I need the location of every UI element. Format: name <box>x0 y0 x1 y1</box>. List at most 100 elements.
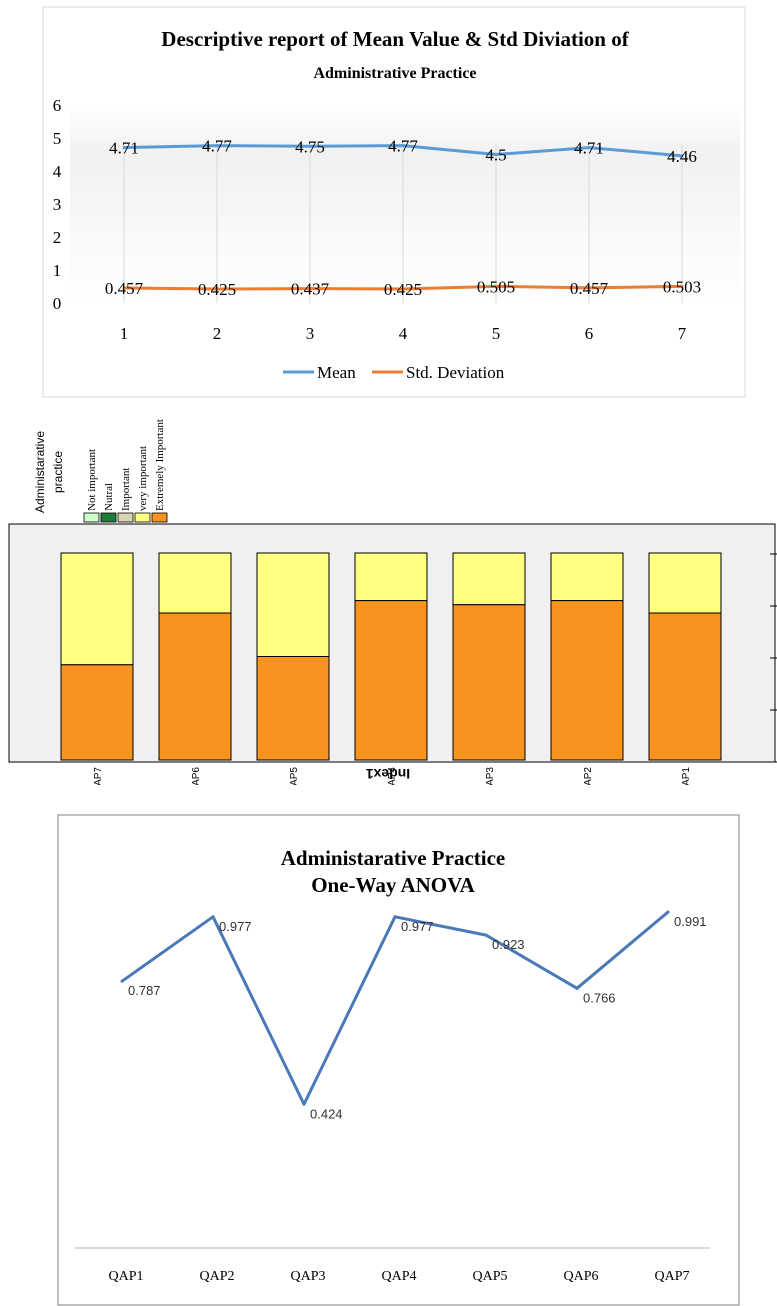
anova-point <box>575 986 579 990</box>
mean-point <box>680 154 684 158</box>
chart3-title: Administarative Practice <box>281 846 506 870</box>
std-deviation-data-label: 0.437 <box>291 280 330 299</box>
legend-entry-label: Nutral <box>103 483 115 511</box>
bar-segment-extremely-important <box>256 656 330 761</box>
anova-point <box>120 979 124 983</box>
chart1-x-tick: 1 <box>120 324 129 343</box>
anova-data-label: 0.787 <box>128 983 161 998</box>
mean-point <box>587 146 591 150</box>
bar-segment-very-important <box>550 552 624 602</box>
anova-point <box>484 933 488 937</box>
bar-segment-extremely-important <box>60 664 134 761</box>
chart1-title: Descriptive report of Mean Value & Std D… <box>161 27 629 51</box>
std-deviation-data-label: 0.425 <box>198 280 236 299</box>
bar-segment-very-important <box>354 552 428 602</box>
std-deviation-point <box>122 286 126 290</box>
bar-segment-very-important <box>158 552 232 614</box>
chart2-legend: Administarative practice Not important Nut… <box>33 419 168 523</box>
chart1-x-tick: 6 <box>585 324 594 343</box>
legend-swatch <box>100 512 117 523</box>
chart1-legend: Mean Std. Deviation <box>283 363 505 382</box>
std-deviation-data-label: 0.425 <box>384 280 422 299</box>
chart3-subtitle: One-Way ANOVA <box>311 873 475 897</box>
legend-std-label: Std. Deviation <box>406 363 505 382</box>
mean-point <box>215 144 219 148</box>
mean-point <box>308 144 312 148</box>
mean-data-label: 4.77 <box>388 137 418 156</box>
chart3-x-tick: QAP5 <box>472 1269 507 1284</box>
chart1-y-tick: 2 <box>53 228 62 247</box>
legend-title-line1: Administarative <box>33 431 47 513</box>
chart3-x-tick: QAP6 <box>563 1269 598 1284</box>
chart3-x-tick: QAP3 <box>290 1269 325 1284</box>
chart1-x-tick: 2 <box>213 324 222 343</box>
chart3-border <box>57 814 740 1306</box>
mean-data-label: 4.71 <box>109 139 139 158</box>
std-deviation-data-label: 0.457 <box>570 279 609 298</box>
chart1-y-tick: 6 <box>53 96 62 115</box>
chart1-plot-area <box>70 105 740 305</box>
chart2-x-tick: QAP1 <box>681 767 692 785</box>
mean-data-label: 4.75 <box>295 137 325 156</box>
legend-swatch <box>151 512 168 523</box>
chart1-x-tick: 5 <box>492 324 501 343</box>
std-deviation-point <box>587 286 591 290</box>
bar-segment-extremely-important <box>550 600 624 761</box>
std-deviation-data-label: 0.503 <box>663 277 701 296</box>
bar-segment-extremely-important <box>354 600 428 761</box>
chart1-x-tick: 3 <box>306 324 315 343</box>
bar-segment-extremely-important <box>158 612 232 761</box>
chart3-x-tick: QAP4 <box>381 1269 416 1284</box>
std-deviation-data-label: 0.457 <box>105 279 144 298</box>
std-deviation-point <box>308 287 312 291</box>
chart1-y-tick: 4 <box>53 162 62 181</box>
chart1-x-tick: 7 <box>678 324 687 343</box>
std-deviation-data-label: 0.505 <box>477 277 515 296</box>
mean-data-label: 4.5 <box>485 146 506 165</box>
anova-point <box>211 915 215 919</box>
chart1-y-tick: 5 <box>53 129 62 148</box>
anova-line-chart: Administarative Practice One-Way ANOVA 0… <box>57 814 740 1306</box>
legend-entry-label: Important <box>120 468 132 511</box>
chart1-y-tick: 1 <box>53 261 62 280</box>
chart2-x-tick: QAP2 <box>583 767 594 785</box>
chart1-subtitle: Administrative Practice <box>313 65 476 82</box>
chart1-y-tick: 3 <box>53 195 62 214</box>
mean-point <box>494 153 498 156</box>
std-deviation-point <box>401 287 405 291</box>
chart3-x-tick: QAP1 <box>108 1269 143 1284</box>
chart3-x-tick: QAP2 <box>199 1269 234 1284</box>
bar-segment-very-important <box>60 552 134 666</box>
std-deviation-point <box>215 287 219 291</box>
anova-data-label: 0.991 <box>674 914 707 929</box>
mean-data-label: 4.46 <box>667 147 697 166</box>
chart1-y-tick: 0 <box>53 294 62 313</box>
mean-point <box>401 144 405 148</box>
anova-data-label: 0.977 <box>219 919 252 934</box>
chart2-x-tick: QAP4 <box>387 767 398 785</box>
mean-std-line-chart: Descriptive report of Mean Value & Std D… <box>42 6 746 398</box>
chart2-x-tick: QAP5 <box>289 767 300 785</box>
anova-data-label: 0.923 <box>492 937 525 952</box>
legend-swatch <box>134 512 151 523</box>
chart2-x-tick: QAP7 <box>93 767 104 785</box>
chart1-x-tick: 4 <box>399 324 408 343</box>
anova-data-label: 0.424 <box>310 1106 343 1121</box>
mean-data-label: 4.77 <box>202 137 232 156</box>
bar-segment-extremely-important <box>452 604 526 761</box>
bar-segment-very-important <box>452 552 526 606</box>
legend-title-line2: practice <box>51 451 65 493</box>
legend-mean-label: Mean <box>317 363 356 382</box>
stacked-bar-chart: Administarative practice Not important Nut… <box>8 419 777 785</box>
chart3-x-tick: QAP7 <box>654 1269 689 1284</box>
bar-segment-very-important <box>648 552 722 614</box>
legend-entry-label: Not important <box>86 449 98 511</box>
legend-swatch <box>117 512 134 523</box>
legend-entry-label: very important <box>137 446 149 511</box>
anova-point <box>666 910 670 914</box>
chart2-x-axis-label: Index1 <box>366 766 411 782</box>
std-deviation-point <box>680 284 684 288</box>
anova-data-label: 0.977 <box>401 919 434 934</box>
bar-segment-very-important <box>256 552 330 657</box>
legend-entry-label: Extremely Important <box>154 419 166 511</box>
